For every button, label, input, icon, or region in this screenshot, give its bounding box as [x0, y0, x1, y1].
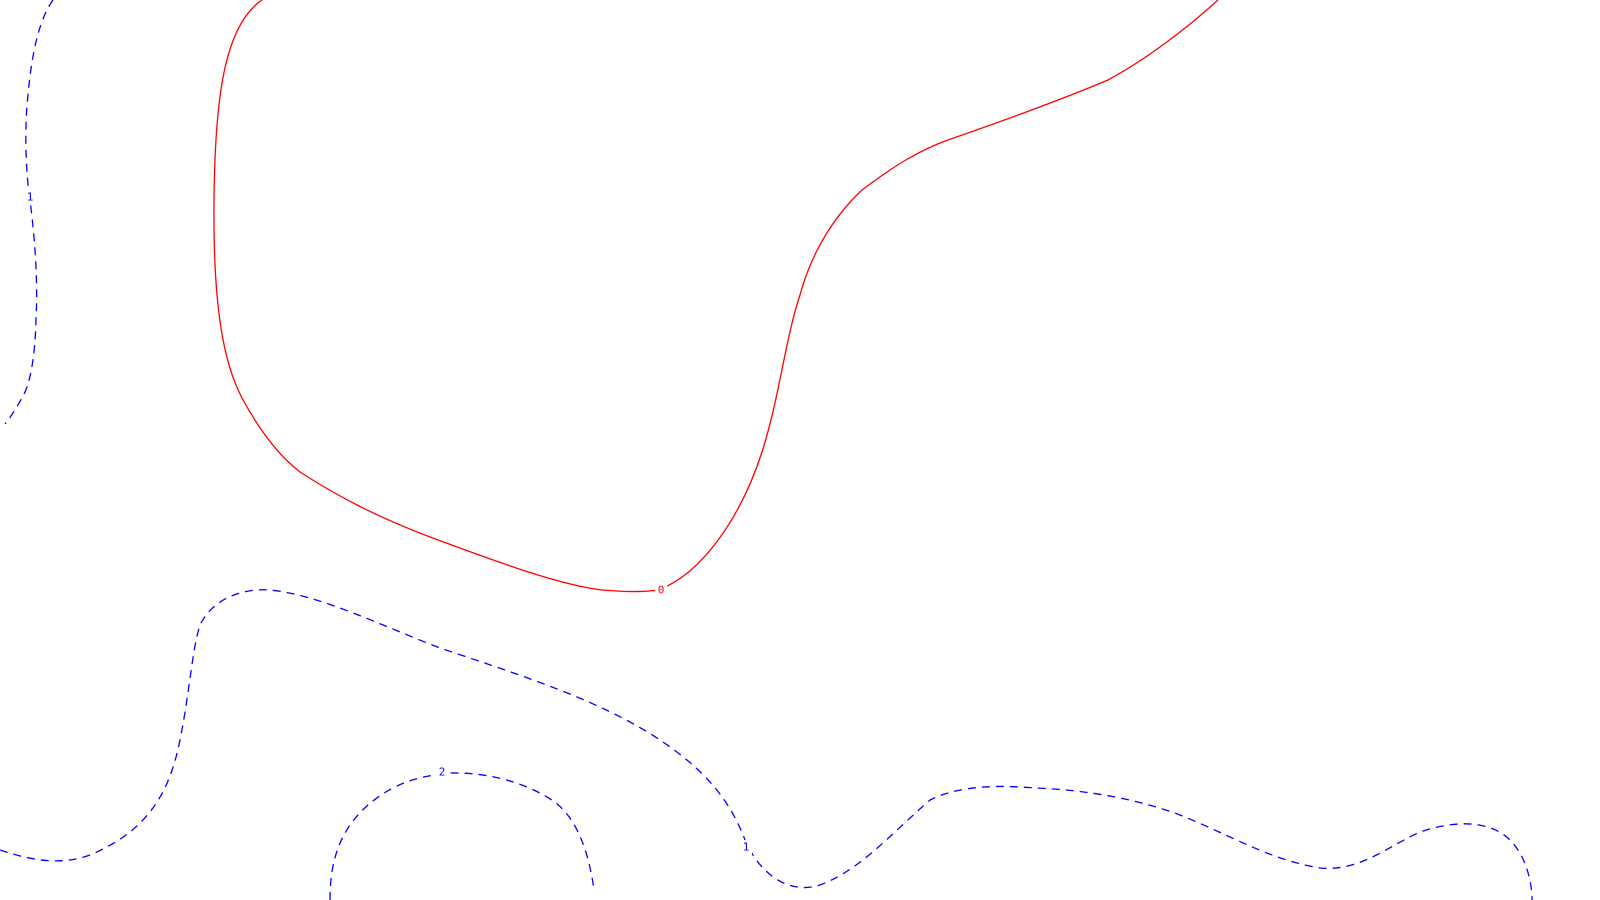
contour-level-1-left: 1: [4, 0, 54, 425]
contour-label-left-edge: 1: [27, 191, 34, 204]
contour-label-bottom-wave: 1: [743, 841, 750, 854]
contour-line-bottom-wave: [0, 589, 1533, 900]
contour-level-2: 2: [329, 765, 595, 900]
contour-label-zero: 0: [658, 584, 665, 597]
contour-line-left-edge: [4, 0, 54, 425]
contour-line-zero: [213, 0, 1219, 593]
contour-label-bottom-arc: 2: [439, 766, 446, 779]
contour-level-0: 0: [213, 0, 1219, 597]
contour-level-1-bottom: 1: [0, 589, 1533, 900]
contour-line-bottom-arc: [329, 772, 595, 900]
